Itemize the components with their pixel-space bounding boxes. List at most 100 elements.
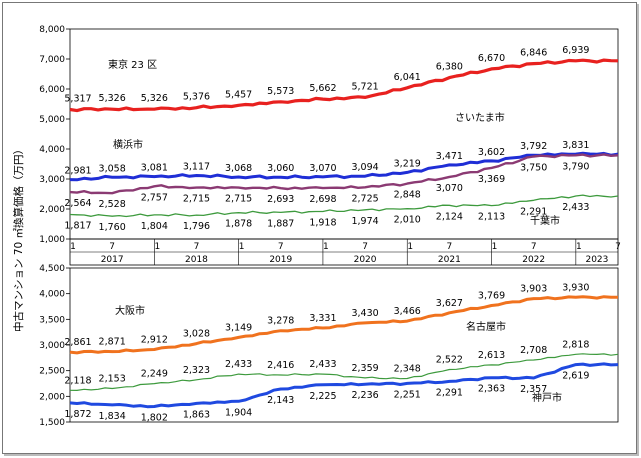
data-label: 2,348 [394, 363, 421, 374]
y-tick-label: 7,000 [39, 55, 65, 65]
y-tick-label: 3,000 [39, 341, 65, 351]
data-label: 3,068 [225, 163, 252, 174]
data-label: 6,846 [520, 48, 547, 59]
series-name-label: 横浜市 [113, 138, 143, 151]
x-month-label: 7 [447, 242, 453, 252]
x-month-label: 7 [531, 242, 537, 252]
data-label: 3,219 [394, 158, 421, 169]
data-label: 5,721 [351, 81, 378, 92]
data-label: 1,918 [309, 217, 336, 228]
data-label: 2,113 [478, 212, 505, 223]
data-label: 1,872 [64, 409, 91, 420]
data-label: 1,834 [99, 411, 126, 422]
x-year-label: 2021 [438, 255, 461, 265]
data-label: 2,619 [562, 371, 589, 382]
data-label: 3,831 [562, 140, 589, 151]
series-name-label: 東京 23 区 [108, 58, 157, 71]
x-year-label: 2023 [585, 255, 608, 265]
series-name-label: さいたま市 [455, 111, 505, 124]
data-label: 3,466 [394, 306, 421, 317]
data-label: 3,903 [520, 284, 547, 295]
data-label: 3,930 [562, 282, 589, 293]
x-month-label: 7 [194, 242, 200, 252]
data-label: 2,010 [394, 215, 421, 226]
x-month-label: 7 [278, 242, 284, 252]
y-tick-label: 2,500 [39, 367, 65, 377]
data-label: 5,457 [225, 89, 252, 100]
data-label: 2,359 [351, 363, 378, 374]
data-label: 2,291 [436, 387, 463, 398]
data-label: 3,060 [267, 163, 294, 174]
data-label: 1,802 [141, 412, 168, 423]
data-label: 1,887 [267, 218, 294, 229]
x-year-label: 2022 [522, 255, 545, 265]
x-month-label: 1 [576, 242, 582, 252]
x-year-label: 2018 [185, 255, 208, 265]
data-label: 2,153 [99, 373, 126, 384]
series-line [69, 362, 619, 409]
data-label: 3,331 [309, 313, 336, 324]
x-month-label: 7 [362, 242, 368, 252]
data-label: 2,124 [436, 211, 463, 222]
series-line [69, 353, 619, 391]
series-line [69, 295, 619, 355]
data-label: 5,662 [309, 83, 336, 94]
data-label: 2,613 [478, 350, 505, 361]
data-label: 3,117 [183, 161, 210, 172]
data-label: 3,369 [478, 174, 505, 185]
data-label: 5,317 [64, 93, 91, 104]
data-label: 1,904 [225, 407, 252, 418]
data-label: 1,760 [99, 222, 126, 233]
data-label: 3,750 [520, 163, 547, 174]
y-axis-label: 中古マンション 70 ㎡換算価格（万円） [12, 144, 25, 332]
series-line [69, 153, 619, 195]
data-label: 2,225 [309, 391, 336, 402]
data-label: 3,081 [141, 163, 168, 174]
data-label: 5,376 [183, 92, 210, 103]
y-tick-label: 6,000 [39, 85, 65, 95]
data-label: 2,433 [225, 359, 252, 370]
data-label: 2,708 [520, 345, 547, 356]
data-label: 3,070 [436, 183, 463, 194]
series-line [69, 194, 619, 218]
data-label: 1,974 [351, 216, 378, 227]
data-label: 2,236 [351, 390, 378, 401]
data-label: 1,817 [64, 220, 91, 231]
data-label: 1,878 [225, 219, 252, 230]
data-label: 2,818 [562, 339, 589, 350]
data-label: 2,912 [141, 335, 168, 346]
x-month-label: 7 [109, 242, 115, 252]
x-month-label: 1 [70, 242, 76, 252]
y-tick-label: 8,000 [39, 25, 65, 35]
series-line [69, 58, 619, 113]
data-label: 2,323 [183, 365, 210, 376]
data-label: 2,416 [267, 360, 294, 371]
data-label: 1,796 [183, 221, 210, 232]
data-label: 2,528 [99, 199, 126, 210]
data-label: 3,627 [436, 298, 463, 309]
data-label: 5,573 [267, 86, 294, 97]
data-label: 3,058 [99, 163, 126, 174]
series-line [69, 151, 619, 182]
data-label: 2,848 [394, 190, 421, 201]
x-year-label: 2019 [269, 255, 292, 265]
y-tick-label: 4,500 [39, 264, 65, 274]
data-label: 2,725 [351, 193, 378, 204]
data-label: 2,522 [436, 355, 463, 366]
data-label: 3,602 [478, 147, 505, 158]
data-label: 2,433 [562, 202, 589, 213]
series-name-label: 大阪市 [115, 304, 145, 317]
data-label: 3,070 [309, 163, 336, 174]
data-label: 2,291 [520, 206, 547, 217]
data-label: 2,363 [478, 384, 505, 395]
data-label: 3,790 [562, 161, 589, 172]
data-label: 5,326 [141, 93, 168, 104]
data-label: 3,471 [436, 151, 463, 162]
data-label: 2,715 [225, 194, 252, 205]
y-tick-label: 1,000 [39, 235, 65, 245]
y-tick-label: 3,000 [39, 175, 65, 185]
data-label: 1,804 [141, 221, 168, 232]
data-label: 2,871 [99, 337, 126, 348]
y-tick-label: 1,500 [39, 418, 65, 428]
